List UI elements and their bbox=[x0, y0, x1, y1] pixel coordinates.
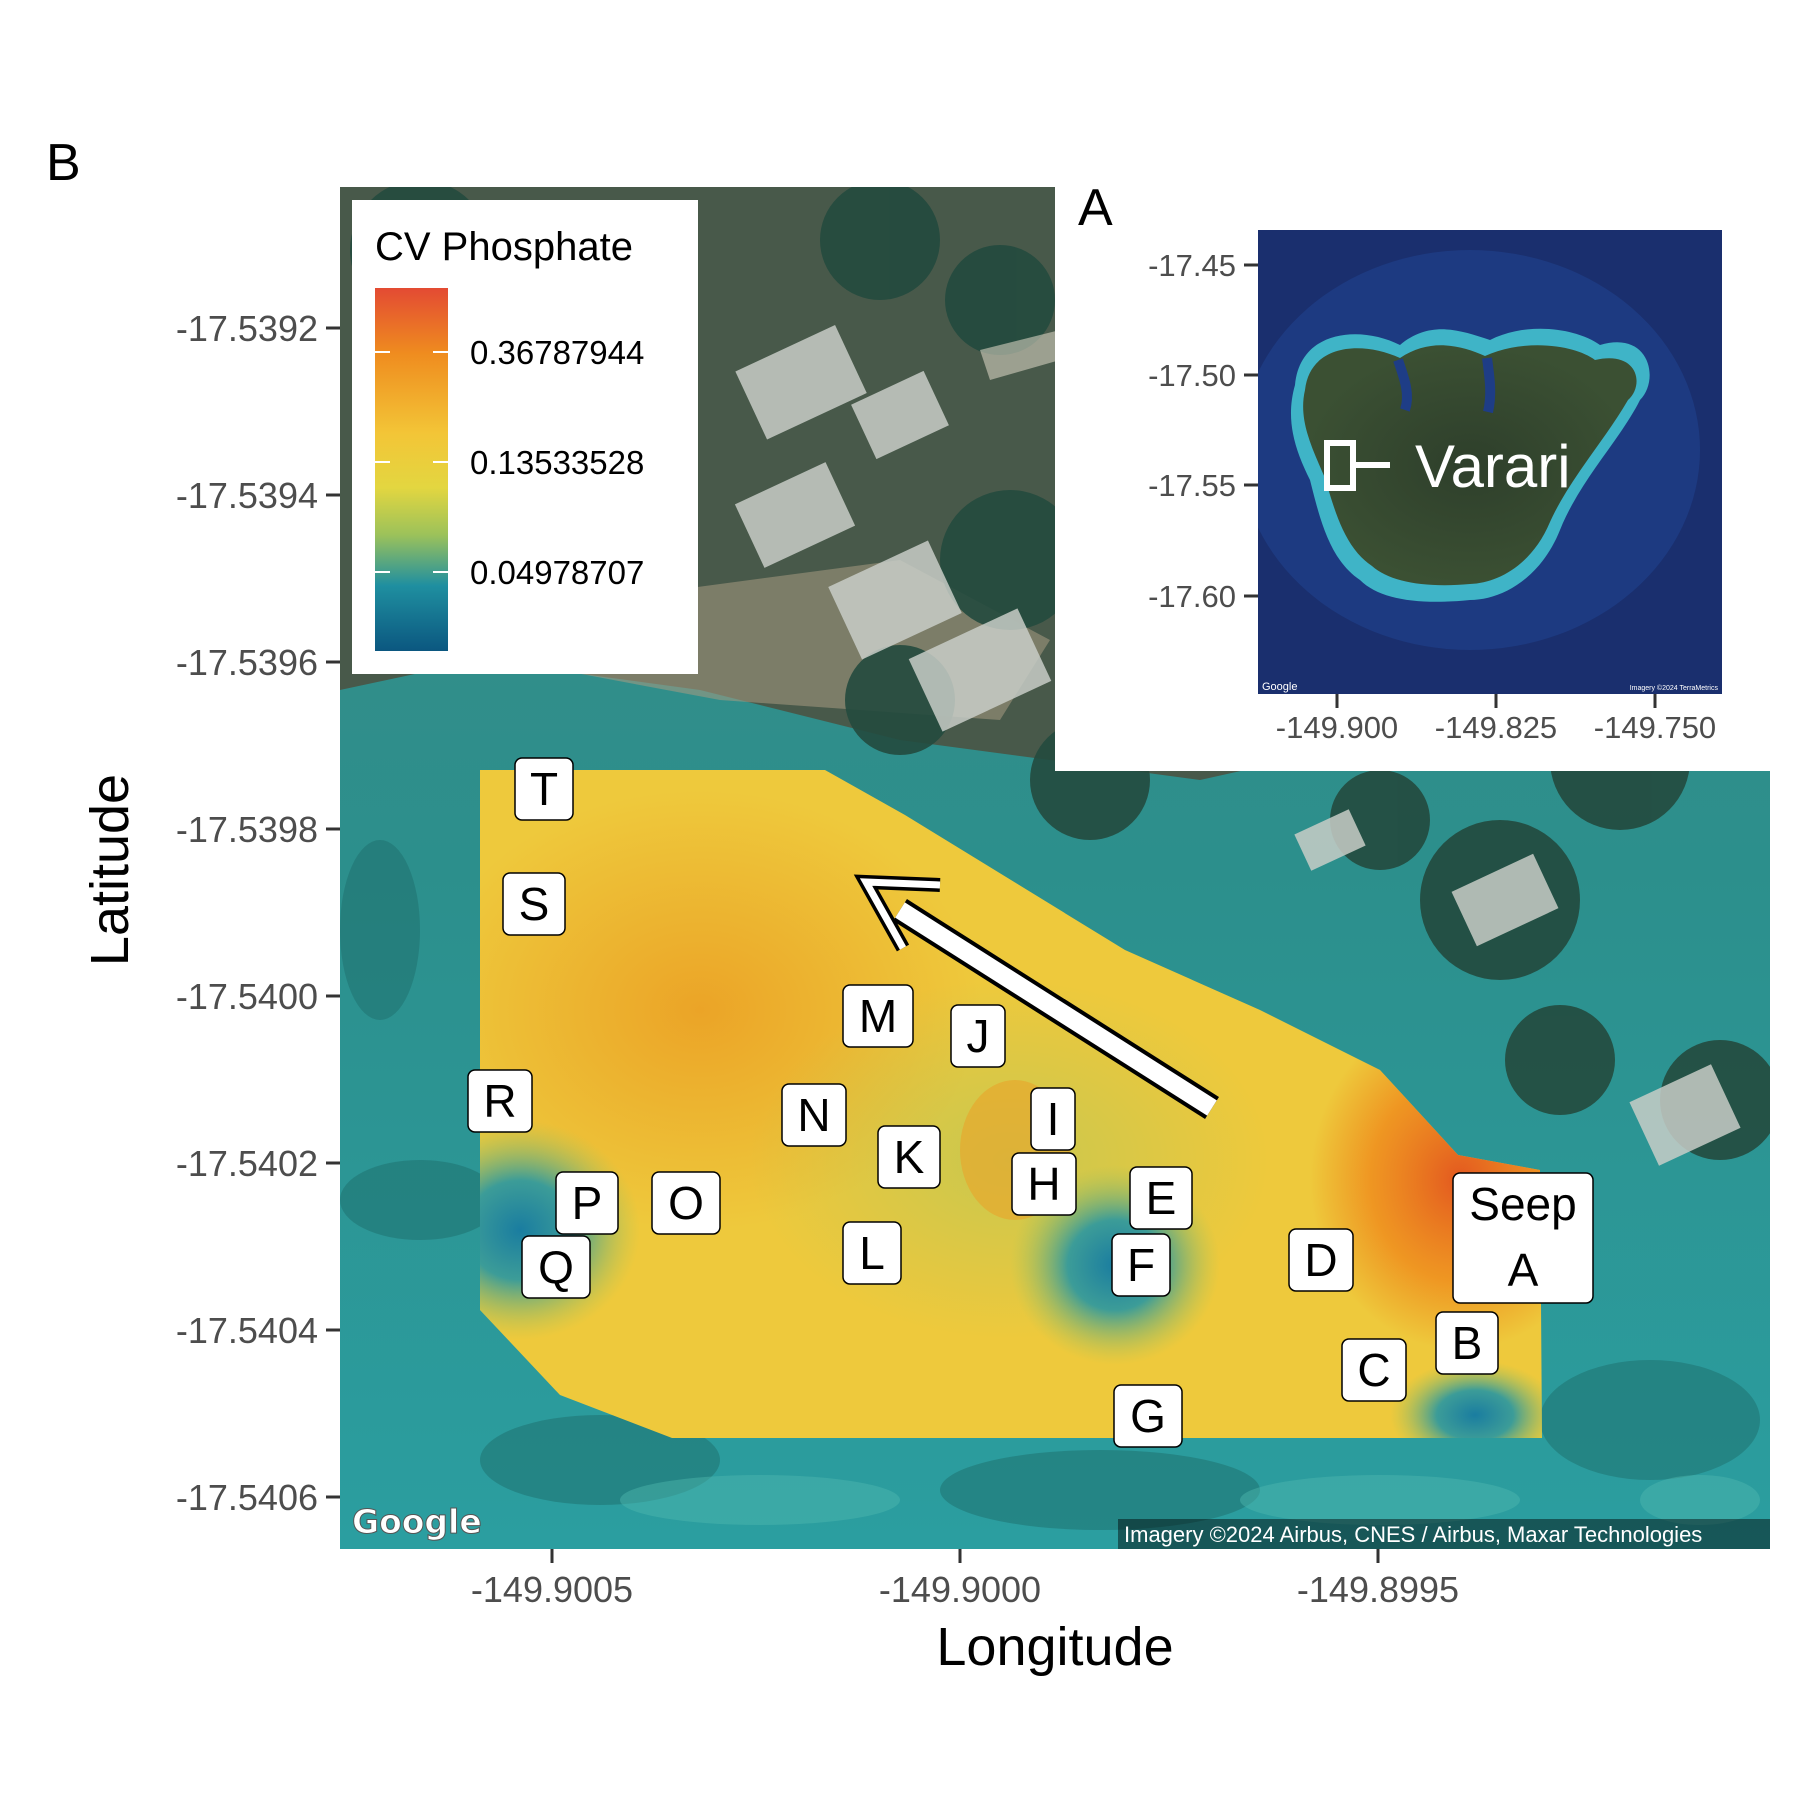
svg-text:Seep: Seep bbox=[1469, 1178, 1576, 1230]
inset-y-tick-label: -17.50 bbox=[1148, 358, 1236, 393]
site-label-L: L bbox=[842, 1221, 902, 1285]
site-label-seep-a: Seep A bbox=[1452, 1172, 1594, 1304]
legend-colorbar bbox=[375, 288, 448, 651]
svg-text:D: D bbox=[1304, 1234, 1337, 1286]
svg-text:O: O bbox=[668, 1177, 704, 1229]
legend-value: 0.04978707 bbox=[470, 554, 644, 591]
site-label-K: K bbox=[877, 1125, 941, 1189]
imagery-attribution: Imagery ©2024 Airbus, CNES / Airbus, Max… bbox=[1124, 1522, 1702, 1547]
y-tick-label: -17.5392 bbox=[176, 308, 318, 349]
legend-value: 0.36787944 bbox=[470, 334, 644, 371]
x-tick-label: -149.8995 bbox=[1297, 1569, 1459, 1610]
inset-x-tick-label: -149.750 bbox=[1594, 710, 1716, 745]
svg-text:B: B bbox=[1452, 1317, 1483, 1369]
y-axis-title: Latitude bbox=[80, 774, 140, 966]
y-tick-label: -17.5404 bbox=[176, 1310, 318, 1351]
inset-x-ticks bbox=[1335, 694, 1657, 708]
site-label-H: H bbox=[1011, 1152, 1077, 1216]
site-label-M: M bbox=[842, 984, 914, 1048]
site-label-O: O bbox=[651, 1171, 721, 1235]
legend: CV Phosphate 0.36787944 0.13533528 0.049… bbox=[352, 200, 698, 674]
google-logo: Google bbox=[352, 1502, 482, 1541]
inset-x-tick-label: -149.825 bbox=[1435, 710, 1557, 745]
y-tick-label: -17.5406 bbox=[176, 1477, 318, 1518]
site-label-F: F bbox=[1111, 1233, 1171, 1297]
site-label-G: G bbox=[1113, 1384, 1183, 1448]
varari-label: Varari bbox=[1415, 433, 1571, 500]
panel-a-tag: A bbox=[1078, 179, 1113, 237]
y-tick-label: -17.5398 bbox=[176, 809, 318, 850]
svg-text:A: A bbox=[1508, 1244, 1539, 1296]
site-label-P: P bbox=[555, 1171, 619, 1235]
inset-y-tick-label: -17.60 bbox=[1148, 579, 1236, 614]
svg-text:Q: Q bbox=[538, 1241, 574, 1293]
site-label-J: J bbox=[950, 1004, 1006, 1068]
svg-text:L: L bbox=[859, 1227, 885, 1279]
svg-text:C: C bbox=[1357, 1344, 1390, 1396]
inset-x-tick-label: -149.900 bbox=[1276, 710, 1398, 745]
legend-title: CV Phosphate bbox=[375, 225, 633, 269]
site-label-R: R bbox=[467, 1069, 533, 1133]
inset-y-ticks bbox=[1244, 263, 1258, 598]
y-tick-label: -17.5394 bbox=[176, 475, 318, 516]
site-label-Q: Q bbox=[521, 1235, 591, 1299]
y-axis: -17.5392 -17.5394 -17.5396 -17.5398 -17.… bbox=[176, 308, 340, 1518]
svg-text:E: E bbox=[1146, 1172, 1177, 1224]
x-tick-label: -149.9000 bbox=[879, 1569, 1041, 1610]
svg-text:N: N bbox=[797, 1089, 830, 1141]
svg-text:I: I bbox=[1047, 1093, 1060, 1145]
site-label-D: D bbox=[1288, 1228, 1354, 1292]
site-label-C: C bbox=[1341, 1338, 1407, 1402]
attribution-bar bbox=[1118, 1519, 1770, 1549]
svg-text:S: S bbox=[519, 878, 550, 930]
svg-text:H: H bbox=[1027, 1158, 1060, 1210]
panel-b-tag: B bbox=[46, 134, 81, 192]
x-tick-label: -149.9005 bbox=[471, 1569, 633, 1610]
legend-ticks bbox=[375, 351, 448, 573]
inset-y-tick-label: -17.45 bbox=[1148, 248, 1236, 283]
inset-y-tick-label: -17.55 bbox=[1148, 468, 1236, 503]
x-axis-title: Longitude bbox=[936, 1617, 1173, 1677]
svg-text:F: F bbox=[1127, 1239, 1155, 1291]
x-axis: -149.9005 -149.9000 -149.8995 bbox=[471, 1549, 1459, 1610]
svg-text:R: R bbox=[483, 1075, 516, 1127]
svg-text:T: T bbox=[530, 763, 558, 815]
site-label-E: E bbox=[1129, 1166, 1193, 1230]
y-tick-label: -17.5402 bbox=[176, 1143, 318, 1184]
site-label-B: B bbox=[1435, 1311, 1499, 1375]
inset-attribution: Imagery ©2024 TerraMetrics bbox=[1630, 684, 1719, 692]
flow-arrow bbox=[853, 874, 1219, 1119]
site-label-T: T bbox=[514, 757, 574, 821]
svg-text:G: G bbox=[1130, 1390, 1166, 1442]
y-tick-label: -17.5396 bbox=[176, 642, 318, 683]
inset-panel: A Google Imagery ©2024 TerraMetrics Vara… bbox=[1055, 179, 1770, 771]
svg-text:J: J bbox=[967, 1010, 990, 1062]
inset-map: Google Imagery ©2024 TerraMetrics bbox=[1258, 230, 1722, 694]
inset-google-logo: Google bbox=[1262, 681, 1297, 693]
y-tick-label: -17.5400 bbox=[176, 976, 318, 1017]
site-label-I: I bbox=[1030, 1087, 1076, 1151]
svg-text:P: P bbox=[572, 1177, 603, 1229]
svg-text:M: M bbox=[859, 990, 897, 1042]
site-label-S: S bbox=[502, 872, 566, 936]
legend-value: 0.13533528 bbox=[470, 444, 644, 481]
svg-text:K: K bbox=[894, 1131, 925, 1183]
site-label-N: N bbox=[781, 1083, 847, 1147]
